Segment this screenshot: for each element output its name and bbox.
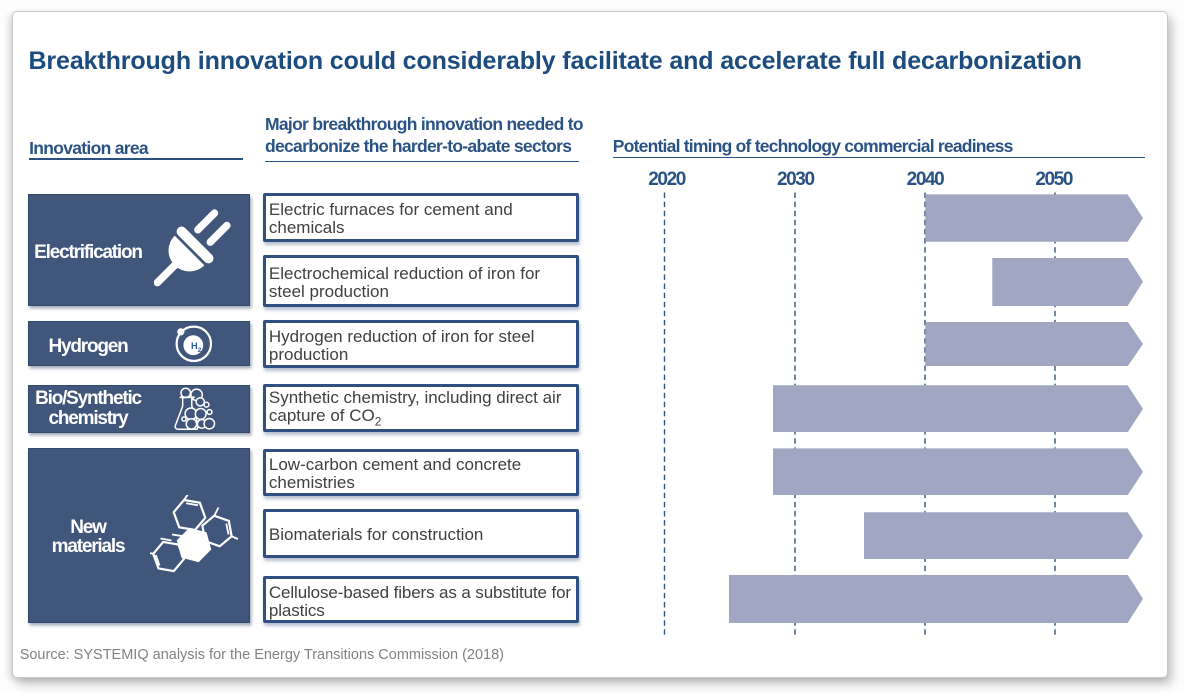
svg-text:H: H (191, 341, 198, 351)
svg-text:2: 2 (198, 347, 202, 354)
